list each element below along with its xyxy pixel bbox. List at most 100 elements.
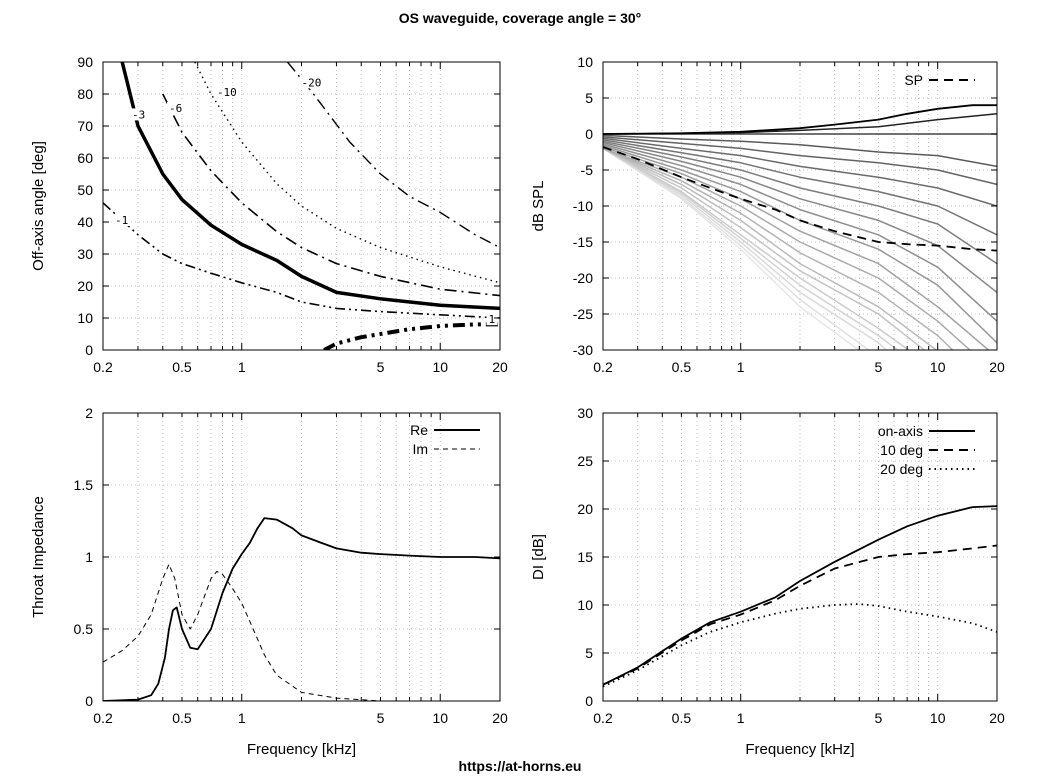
y-tick-label: 70 (77, 118, 93, 134)
series-line-Im (103, 563, 500, 701)
y-tick-label: 0 (85, 693, 93, 709)
grid (602, 412, 998, 702)
y-tick-label: 20 (77, 278, 93, 294)
legend-label: SP (904, 72, 923, 88)
y-tick-label: 50 (77, 182, 93, 198)
series-line-4 (603, 147, 910, 350)
series-line-16 (603, 136, 997, 186)
x-tick-label: 1 (238, 359, 246, 375)
x-tick-label: 5 (377, 710, 385, 726)
series-line-Re (103, 517, 500, 701)
x-axis-label: Frequency [kHz] (247, 741, 356, 758)
series-line--1 (103, 202, 500, 319)
y-tick-label: -30 (573, 342, 593, 358)
series-group (603, 104, 997, 350)
x-tick-label: 1 (238, 710, 246, 726)
series-group (103, 517, 500, 701)
series-group (603, 505, 997, 688)
y-tick-label: 60 (77, 150, 93, 166)
y-tick-label: 90 (77, 54, 93, 70)
series-line-3 (603, 147, 899, 350)
x-tick-label: 0.2 (593, 359, 613, 375)
x-tick-label: 10 (432, 710, 448, 726)
x-tick-label: 0.2 (93, 359, 113, 375)
y-tick-label: 5 (585, 645, 593, 661)
y-axis-label: Throat Impedance (30, 496, 47, 618)
contour-label: -10 (217, 86, 237, 99)
contour-label: -6 (169, 102, 182, 115)
contour-label-bg (214, 86, 240, 98)
y-tick-label: 2 (85, 405, 93, 421)
y-tick-label: 25 (577, 453, 593, 469)
series-line--6 (162, 93, 500, 297)
x-tick-label: 0.5 (172, 710, 192, 726)
series-line-6 (603, 147, 938, 350)
series-line-20 (603, 104, 997, 135)
x-tick-label: 20 (989, 710, 1005, 726)
contour-label: -1 (115, 214, 128, 227)
y-axis-label: DI [dB] (530, 534, 547, 580)
contour-label-bg (166, 102, 185, 114)
series-line-14 (603, 139, 997, 236)
footer-url: https://at-horns.eu (459, 758, 582, 774)
x-tick-label: 20 (492, 359, 508, 375)
legend-label: Im (412, 441, 428, 457)
x-tick-label: 0.5 (672, 710, 692, 726)
y-tick-label: 0.5 (74, 621, 94, 637)
legend-label: Re (410, 422, 428, 438)
contour-label: 1 (488, 313, 495, 326)
y-tick-label: 5 (585, 90, 593, 106)
y-tick-label: -10 (573, 198, 593, 214)
series-line-1 (323, 322, 500, 350)
y-tick-label: 0 (85, 342, 93, 358)
x-tick-label: 5 (874, 710, 882, 726)
series-line-8 (603, 147, 971, 350)
series-line-5 (603, 147, 926, 350)
figure-title: OS waveguide, coverage angle = 30° (399, 10, 642, 26)
legend: Re Im (410, 422, 480, 457)
series-line-1 (603, 147, 870, 350)
series-line-13 (603, 140, 997, 265)
legend: SP (904, 72, 975, 88)
y-tick-label: 20 (577, 501, 593, 517)
series-line-7 (603, 147, 954, 350)
legend-label: on-axis (878, 423, 923, 439)
legend: on-axis 10 deg 20 deg (878, 423, 975, 477)
legend-label: 20 deg (880, 461, 923, 477)
panel-directivity-contours: -20 -10 -6 -3 -1 1 0.2 0.5 1 5 10 20 0 10 20 30 40 50 60 70… (30, 54, 508, 375)
y-tick-label: 15 (577, 549, 593, 565)
series-line-15 (603, 137, 997, 207)
y-tick-label: 1.5 (74, 477, 94, 493)
y-tick-label: -20 (573, 270, 593, 286)
x-tick-label: 0.5 (672, 359, 692, 375)
x-tick-label: 1 (737, 710, 745, 726)
contour-label-bg (299, 76, 325, 89)
series-line-11 (603, 143, 997, 322)
y-tick-label: 10 (577, 54, 593, 70)
contour-label: -3 (132, 108, 145, 121)
series-line-17 (603, 134, 997, 168)
y-tick-label: 80 (77, 86, 93, 102)
series-group (103, 62, 500, 350)
series-line-10-deg (603, 544, 997, 686)
series-line-9 (603, 146, 990, 350)
y-tick-label: -5 (581, 162, 594, 178)
x-tick-label: 5 (874, 359, 882, 375)
panel-throat-impedance: 0.2 0.5 1 5 10 20 0 0.5 1 1.5 2 Throat Impedance Fre… (30, 405, 508, 758)
series-line-SP (603, 146, 997, 252)
y-tick-label: 40 (77, 214, 93, 230)
legend-label: 10 deg (880, 442, 923, 458)
series-line--20 (286, 62, 500, 249)
x-tick-label: 0.2 (93, 710, 113, 726)
x-tick-label: 10 (432, 359, 448, 375)
y-tick-label: 30 (577, 405, 593, 421)
x-tick-label: 10 (930, 710, 946, 726)
series-line--10 (194, 62, 500, 284)
y-tick-label: 10 (77, 310, 93, 326)
x-axis-label: Frequency [kHz] (745, 741, 854, 758)
y-axis-label: Off-axis angle [deg] (30, 141, 47, 271)
x-tick-label: 0.2 (593, 710, 613, 726)
series-line--3 (120, 62, 500, 311)
